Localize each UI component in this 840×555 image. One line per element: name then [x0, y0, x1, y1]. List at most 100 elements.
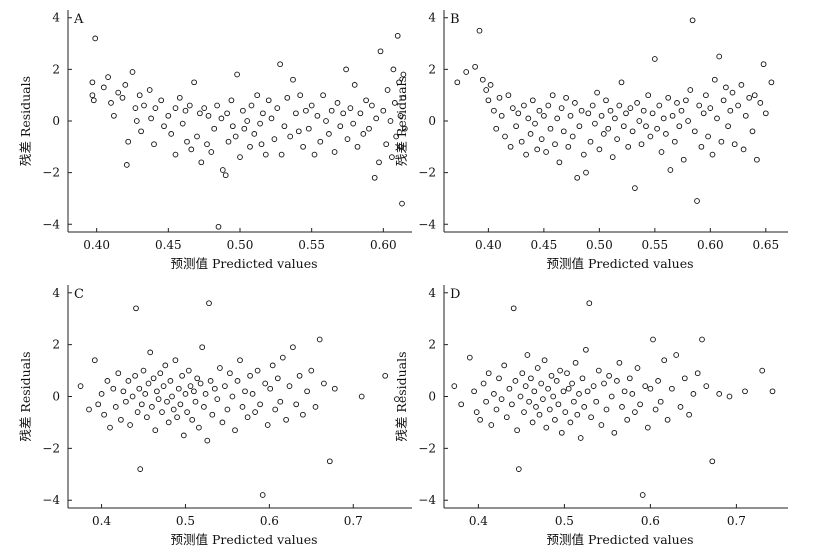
- data-point: [657, 398, 664, 405]
- data-point: [320, 92, 326, 99]
- data-point: [700, 110, 707, 117]
- data-point: [219, 419, 226, 426]
- data-point: [314, 112, 321, 119]
- data-point: [118, 416, 124, 423]
- y-tick-label: −4: [418, 493, 436, 507]
- data-point: [529, 419, 536, 426]
- data-point: [254, 92, 261, 99]
- data-point: [598, 422, 605, 428]
- data-point: [241, 125, 248, 132]
- data-point: [165, 112, 172, 119]
- data-point: [396, 79, 402, 86]
- data-point: [107, 424, 113, 431]
- data-point: [251, 131, 258, 137]
- data-point: [360, 131, 367, 137]
- data-point: [323, 118, 329, 124]
- panel-label: D: [450, 287, 460, 302]
- data-point: [624, 416, 631, 423]
- x-tick-label: 0.55: [641, 238, 668, 252]
- data-point: [262, 151, 269, 158]
- data-point: [634, 100, 640, 106]
- data-point: [600, 131, 607, 137]
- data-point: [581, 404, 588, 410]
- data-point: [217, 365, 223, 371]
- data-point: [192, 398, 199, 405]
- data-point: [488, 422, 495, 428]
- y-tick-label: 4: [52, 11, 60, 25]
- data-point: [483, 398, 489, 405]
- data-point: [187, 383, 194, 389]
- data-point: [614, 136, 620, 142]
- data-point: [214, 396, 221, 402]
- y-tick-label: −2: [42, 441, 60, 455]
- data-point: [487, 82, 494, 88]
- data-point: [507, 143, 514, 150]
- data-point: [640, 107, 647, 114]
- data-point: [515, 110, 522, 117]
- data-point: [709, 151, 716, 158]
- data-point: [579, 375, 586, 382]
- data-point: [293, 110, 299, 117]
- data-point: [148, 115, 154, 122]
- data-point: [477, 416, 483, 423]
- x-tick-label: 0.40: [83, 238, 110, 252]
- data-point: [574, 174, 581, 181]
- data-point: [176, 94, 183, 101]
- y-tick-label: −2: [418, 166, 436, 180]
- data-point: [308, 367, 315, 374]
- data-point: [142, 391, 149, 397]
- data-point: [576, 123, 583, 130]
- data-point: [174, 414, 180, 421]
- data-point: [168, 131, 175, 137]
- data-point: [611, 429, 618, 436]
- data-point: [112, 404, 119, 410]
- data-point: [358, 393, 365, 400]
- data-point: [354, 143, 361, 150]
- data-point: [191, 79, 197, 86]
- data-point: [89, 79, 96, 86]
- data-point: [165, 419, 172, 426]
- data-point: [485, 370, 492, 377]
- data-point: [242, 388, 248, 395]
- data-point: [167, 378, 174, 384]
- data-point: [541, 112, 547, 119]
- data-point: [225, 138, 232, 145]
- data-point: [215, 223, 222, 230]
- data-point: [493, 125, 500, 132]
- data-point: [150, 375, 157, 382]
- data-point: [394, 396, 400, 402]
- data-point: [674, 100, 680, 106]
- data-point: [632, 185, 638, 191]
- data-point: [344, 136, 351, 142]
- data-point: [545, 102, 552, 109]
- data-point: [594, 89, 600, 96]
- data-point: [300, 143, 306, 150]
- data-point: [211, 125, 218, 132]
- data-point: [565, 143, 572, 150]
- x-tick-label: 0.65: [752, 238, 779, 252]
- data-point: [207, 378, 214, 384]
- data-point: [514, 427, 520, 434]
- x-tick-label: 0.50: [227, 238, 254, 252]
- data-point: [556, 159, 563, 166]
- data-point: [549, 92, 556, 99]
- data-point: [149, 404, 155, 410]
- data-point: [247, 143, 253, 150]
- data-point: [105, 74, 111, 80]
- data-point: [518, 138, 525, 145]
- data-point: [690, 391, 697, 397]
- data-point: [248, 102, 255, 109]
- x-tick-label: 0.55: [298, 238, 325, 252]
- data-point: [656, 102, 663, 109]
- data-point: [586, 300, 593, 307]
- data-point: [650, 336, 656, 343]
- data-point: [560, 128, 567, 135]
- data-point: [132, 372, 138, 379]
- data-point: [694, 198, 700, 204]
- data-point: [543, 424, 550, 431]
- data-point: [525, 115, 532, 122]
- data-point: [136, 385, 143, 392]
- data-point: [618, 79, 625, 86]
- data-point: [269, 362, 276, 369]
- data-point: [647, 133, 654, 140]
